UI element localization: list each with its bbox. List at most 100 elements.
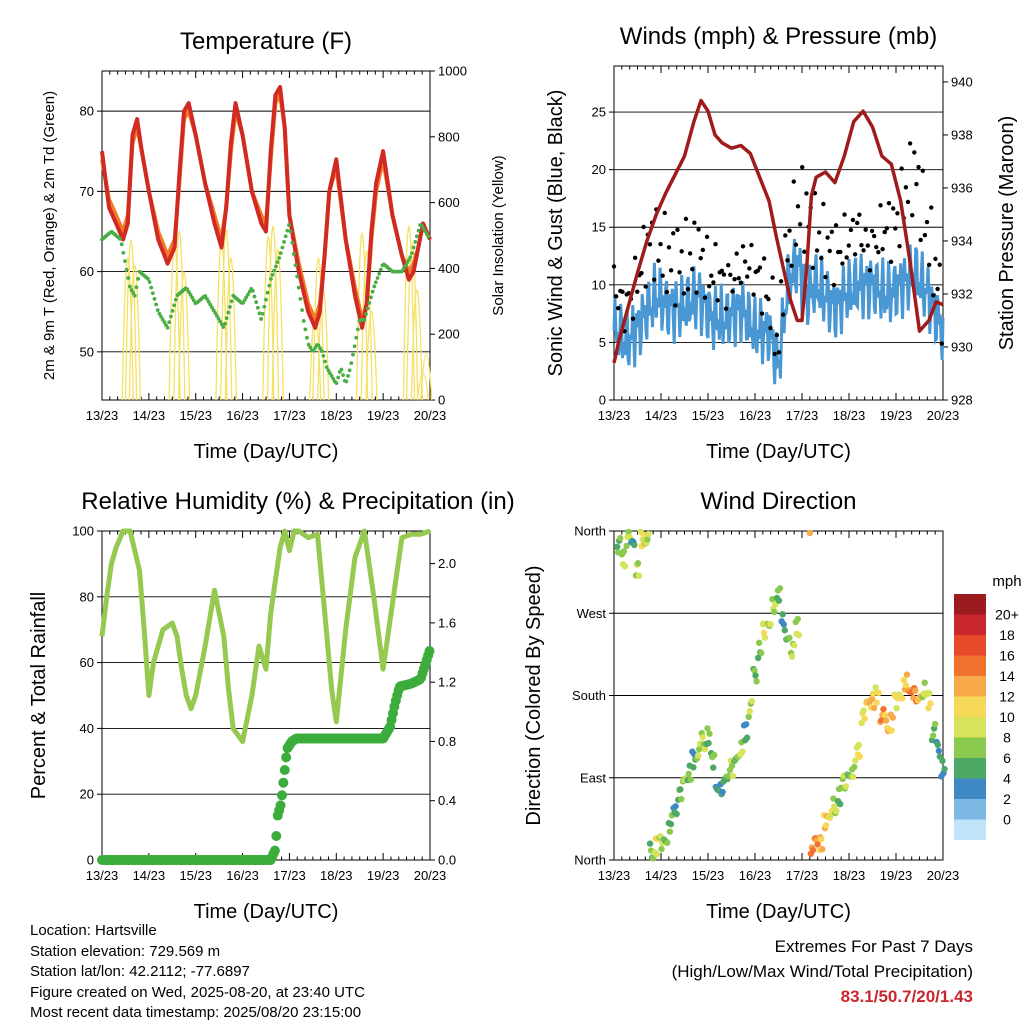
solar-peak	[271, 248, 284, 401]
dewpoint-dot	[190, 295, 195, 300]
dewpoint-dot	[367, 301, 372, 305]
direction-dot	[852, 757, 859, 764]
dewpoint-dot	[264, 297, 268, 302]
direction-dot	[728, 762, 736, 769]
dewpoint-dot	[326, 368, 331, 373]
winds-xtick-label: 15/23	[692, 408, 725, 423]
dewpoint-dot	[124, 267, 129, 272]
gust-dot	[893, 226, 898, 231]
direction-dot	[833, 807, 840, 815]
gust-dot	[751, 292, 756, 297]
dewpoint-dot	[413, 240, 418, 244]
direction-dot	[742, 721, 750, 728]
gust-dot	[702, 295, 708, 300]
direction-dot	[889, 714, 897, 721]
latlon-text: Station lat/lon: 42.2112; -77.6897	[30, 963, 250, 981]
dewpoint-dot	[262, 304, 267, 309]
direction-dot	[881, 711, 889, 719]
gust-dot	[647, 242, 653, 247]
dewpoint-dot	[172, 303, 177, 308]
gust-dot	[797, 222, 803, 227]
gust-dot	[937, 262, 942, 267]
gust-dot	[715, 298, 720, 303]
direction-dot	[814, 841, 821, 848]
colorbar-swatch	[954, 799, 986, 820]
humidity-xtick-label: 14/23	[133, 868, 166, 883]
temperature-xtick-label: 16/23	[226, 408, 259, 423]
direction-dot	[635, 572, 643, 579]
gust-dot	[880, 246, 885, 252]
direction-dot	[687, 776, 694, 783]
gust-dot	[616, 306, 621, 311]
dewpoint-dot	[321, 353, 326, 358]
dewpoint-dot	[206, 299, 211, 304]
gust-dot	[713, 242, 718, 247]
colorbar-label: 2	[1003, 791, 1011, 807]
winds-y2tick-label: 928	[951, 393, 973, 408]
gust-dot	[831, 282, 837, 288]
dewpoint-dot	[369, 295, 373, 300]
gust-dot	[776, 350, 782, 355]
direction-ytick-label: North	[574, 524, 606, 539]
dewpoint-dot	[146, 276, 150, 281]
dewpoint-dot	[405, 260, 409, 265]
gust-dot	[903, 185, 909, 190]
dewpoint-dot	[319, 349, 324, 353]
direction-dot	[751, 667, 758, 674]
direction-dot	[900, 676, 908, 684]
gust-dot	[700, 247, 706, 253]
dewpoint-dot	[416, 228, 421, 233]
gust-dot	[793, 242, 799, 247]
direction-dot	[849, 773, 857, 780]
gust-dot	[726, 263, 731, 268]
direction-dot	[677, 786, 684, 793]
rh-line	[99, 528, 431, 745]
winds-y2tick-label: 932	[951, 286, 973, 301]
gust-dot	[819, 256, 824, 261]
dewpoint-dot	[354, 335, 359, 340]
direction-dot	[790, 642, 798, 649]
temperature-y2tick-label: 400	[438, 261, 460, 276]
humidity-y2tick-label: 1.2	[438, 675, 456, 690]
direction-dot	[903, 671, 911, 678]
direction-dot	[775, 597, 783, 604]
dewpoint-dot	[162, 320, 167, 325]
dewpoint-dot	[269, 277, 273, 281]
gust-dot	[694, 290, 699, 295]
direction-dot	[880, 705, 887, 713]
direction-xtick-label: 18/23	[833, 868, 866, 883]
humidity-xlabel: Time (Day/UTC)	[194, 901, 339, 923]
direction-dot	[875, 689, 882, 697]
gust-dot	[749, 242, 754, 248]
gust-dot	[673, 303, 678, 308]
gust-dot	[770, 275, 775, 280]
direction-dot	[822, 822, 830, 829]
colorbar-swatch	[954, 819, 986, 840]
direction-dot	[706, 730, 713, 737]
dewpoint-dot	[211, 308, 216, 313]
dewpoint-dot	[285, 228, 290, 233]
direction-dot	[779, 611, 786, 618]
colorbar-label: 16	[999, 648, 1015, 664]
temperature-y2tick-label: 800	[438, 129, 460, 144]
gust-dot	[857, 212, 862, 217]
gust-dot	[711, 280, 716, 285]
gust-dot	[728, 272, 733, 278]
dewpoint-dot	[152, 296, 157, 301]
gust-dot	[874, 244, 879, 250]
winds-xtick-label: 18/23	[833, 408, 866, 423]
gust-dot	[723, 306, 729, 311]
gust-dot	[666, 245, 672, 250]
temperature-xtick-label: 18/23	[320, 408, 353, 423]
gust-dot	[740, 244, 746, 249]
direction-dot	[711, 751, 718, 759]
gust-dot	[685, 286, 691, 292]
direction-dot	[653, 851, 661, 858]
dewpoint-dot	[373, 280, 378, 285]
gust-dot	[668, 268, 674, 273]
direction-dot	[620, 548, 628, 555]
direction-dot	[729, 772, 737, 780]
precip-dot	[275, 800, 286, 811]
colorbar-label: 6	[1003, 750, 1011, 766]
direction-dot	[856, 753, 864, 760]
